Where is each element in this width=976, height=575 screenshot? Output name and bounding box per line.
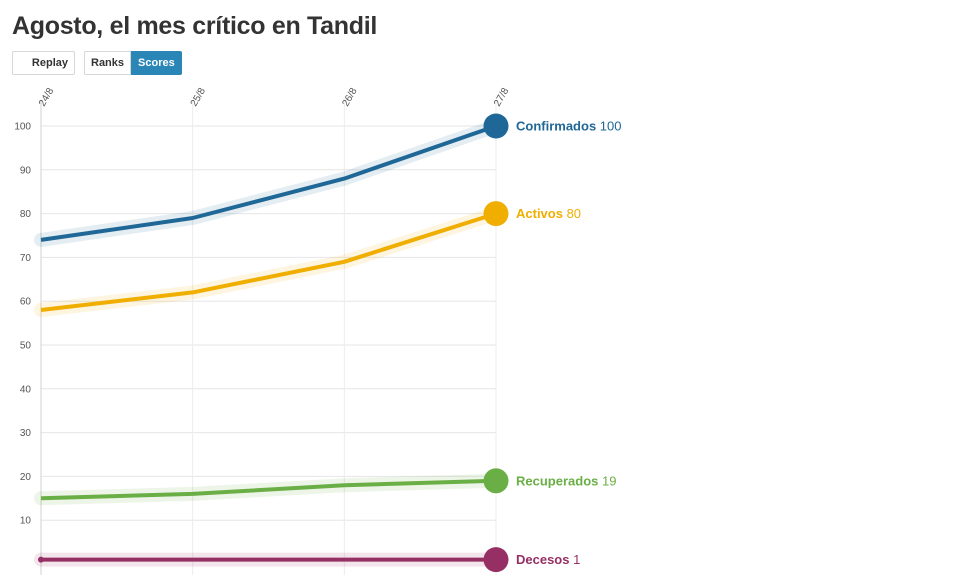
replay-button[interactable]: Replay (12, 51, 75, 75)
scores-button[interactable]: Scores (131, 51, 182, 75)
series-name: Recuperados (516, 473, 598, 488)
end-label-confirmados: Confirmados 100 (516, 119, 621, 134)
y-tick-label: 20 (20, 472, 32, 483)
y-tick-label: 60 (20, 297, 32, 308)
series-line-activos (40, 211, 497, 312)
x-tick-label: 25/8 (189, 86, 208, 109)
end-label-recuperados: Recuperados 19 (516, 473, 616, 488)
y-axis: 10 20 30 40 50 60 70 80 90 100 (14, 122, 31, 527)
series-start-dot-decesos (38, 556, 44, 563)
x-tick-label: 26/8 (340, 86, 359, 109)
ranks-button[interactable]: Ranks (84, 51, 132, 75)
y-tick-label: 80 (20, 209, 32, 220)
end-label-decesos: Decesos 1 (516, 552, 580, 567)
end-marker-recuperados (483, 468, 509, 494)
series-value: 19 (598, 473, 616, 488)
y-tick-label: 50 (20, 341, 32, 352)
end-marker-activos (483, 201, 509, 227)
series-value: 100 (596, 119, 621, 134)
end-marker-decesos (483, 547, 509, 573)
x-tick-label: 27/8 (492, 86, 511, 109)
y-tick-label: 10 (20, 516, 32, 527)
end-labels: Confirmados 100 Activos 80 Recuperados 19 D… (516, 119, 621, 568)
end-label-activos: Activos 80 (516, 206, 581, 221)
end-marker-confirmados (483, 113, 509, 139)
series-line-confirmados (40, 124, 497, 242)
series-value: 80 (563, 206, 581, 221)
y-tick-label: 90 (20, 165, 32, 176)
y-tick-label: 100 (14, 122, 31, 133)
series-halo-confirmados (34, 119, 503, 247)
series (34, 113, 509, 573)
x-tick-label: 24/8 (37, 86, 56, 109)
series-name: Confirmados (516, 119, 596, 134)
series-name: Activos (516, 206, 563, 221)
x-axis: 24/8 25/8 26/8 27/8 (37, 86, 511, 109)
y-tick-label: 40 (20, 384, 32, 395)
series-line-recuperados (40, 478, 497, 501)
series-value: 1 (569, 552, 580, 567)
y-tick-label: 70 (20, 253, 32, 264)
series-name: Decesos (516, 552, 569, 567)
mode-toggle: Ranks Scores (84, 51, 182, 75)
page-title: Agosto, el mes crítico en Tandil (12, 12, 378, 40)
chart-controls: Replay Ranks Scores (12, 51, 182, 75)
y-tick-label: 30 (20, 428, 32, 439)
grid (40, 100, 497, 575)
